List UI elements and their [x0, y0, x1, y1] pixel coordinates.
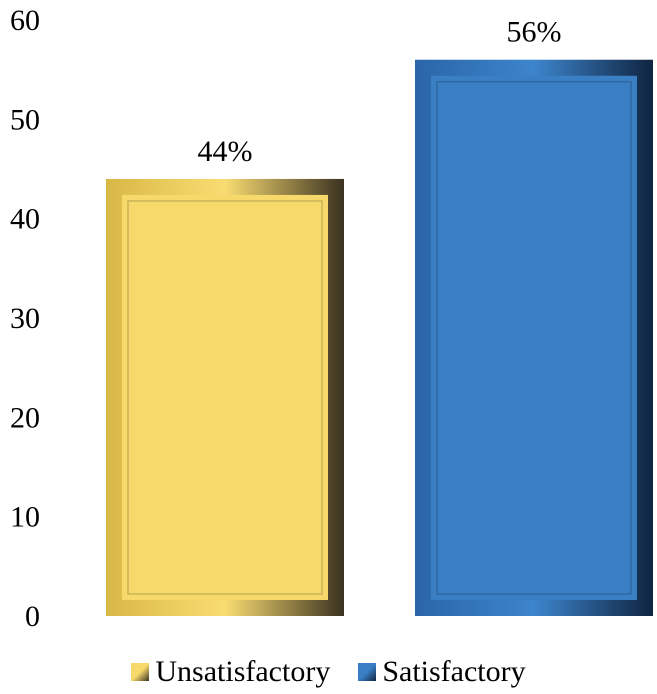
bar-inner-border-satisfactory — [436, 80, 632, 595]
bar-chart: 0 10 20 30 40 50 60 44% 56% — [10, 4, 653, 633]
bar-face-unsatisfactory — [122, 194, 328, 600]
bar-satisfactory — [415, 59, 653, 616]
y-tick-label-60: 60 — [10, 4, 40, 37]
y-tick-label-0: 0 — [25, 600, 40, 633]
bars — [106, 59, 653, 616]
data-label-satisfactory: 56% — [507, 16, 562, 49]
bar-unsatisfactory — [106, 178, 344, 616]
legend-item-unsatisfactory: Unsatisfactory — [131, 655, 330, 689]
y-axis: 0 10 20 30 40 50 60 — [10, 4, 40, 633]
legend-item-satisfactory: Satisfactory — [358, 655, 526, 689]
y-tick-label-50: 50 — [10, 103, 40, 136]
y-tick-label-20: 20 — [10, 401, 40, 434]
legend-swatch-unsatisfactory — [131, 663, 150, 681]
y-tick-label-10: 10 — [10, 501, 40, 534]
bar-inner-border-unsatisfactory — [127, 200, 323, 595]
data-label-unsatisfactory: 44% — [198, 135, 253, 168]
legend-swatch-satisfactory — [358, 663, 377, 681]
bar-face-satisfactory — [431, 75, 637, 600]
legend-label-satisfactory: Satisfactory — [382, 655, 526, 688]
y-tick-label-40: 40 — [10, 203, 40, 236]
legend: Unsatisfactory Satisfactory — [0, 650, 657, 694]
data-labels: 44% 56% — [198, 16, 562, 168]
legend-label-unsatisfactory: Unsatisfactory — [155, 655, 331, 688]
y-tick-label-30: 30 — [10, 302, 40, 335]
